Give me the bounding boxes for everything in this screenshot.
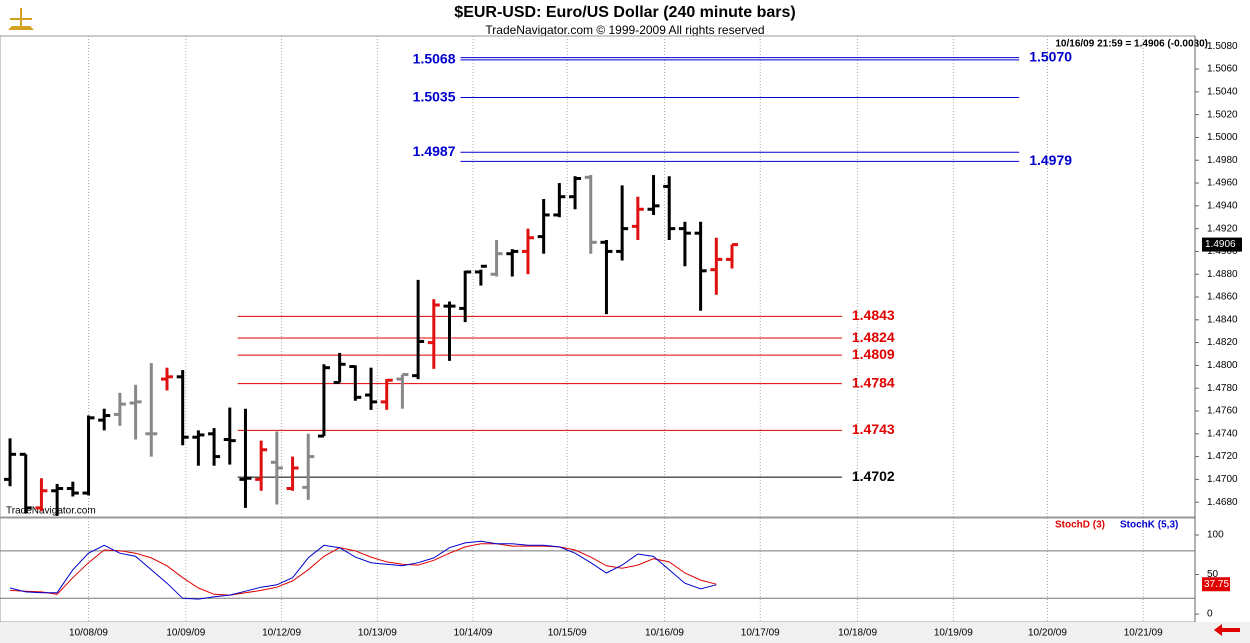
y-tick-label: 100	[1207, 530, 1224, 541]
chart-title: $EUR-USD: Euro/US Dollar (240 minute bar…	[454, 4, 795, 21]
y-tick-label: 1.5000	[1207, 132, 1238, 143]
level-label: 1.5035	[413, 88, 456, 104]
y-tick-label: 1.5080	[1207, 41, 1238, 52]
y-tick-label: 1.4720	[1207, 451, 1238, 462]
legend-entry: StochD (3)	[1055, 520, 1105, 531]
y-tick-label: 1.4980	[1207, 155, 1238, 166]
y-tick-label: 1.4740	[1207, 428, 1238, 439]
y-tick-label: 1.4880	[1207, 269, 1238, 280]
x-tick-label: 10/13/09	[358, 628, 397, 639]
last-price-label: 1.4906	[1205, 239, 1236, 250]
x-tick-label: 10/18/09	[838, 628, 877, 639]
x-tick-label: 10/16/09	[645, 628, 684, 639]
level-label: 1.5070	[1029, 48, 1072, 64]
logo	[8, 8, 34, 30]
scroll-arrow[interactable]	[1214, 624, 1240, 636]
y-tick-label: 1.4920	[1207, 223, 1238, 234]
x-tick-label: 10/08/09	[69, 628, 108, 639]
y-tick-label: 1.4780	[1207, 383, 1238, 394]
x-tick-label: 10/21/09	[1124, 628, 1163, 639]
legend-entry: StochK (5,3)	[1120, 520, 1178, 531]
level-label: 1.4824	[852, 329, 895, 345]
y-tick-label: 1.4800	[1207, 360, 1238, 371]
y-tick-label: 1.4960	[1207, 178, 1238, 189]
y-tick-label: 1.5020	[1207, 109, 1238, 120]
x-tick-label: 10/20/09	[1028, 628, 1067, 639]
last-price-box	[1202, 237, 1242, 252]
y-tick-label: 1.4680	[1207, 497, 1238, 508]
x-tick-label: 10/12/09	[262, 628, 301, 639]
y-tick-label: 1.4940	[1207, 200, 1238, 211]
level-label: 1.4843	[852, 307, 895, 323]
y-tick-label: 1.5060	[1207, 64, 1238, 75]
stoch-line	[9, 540, 717, 600]
y-tick-label: 1.4820	[1207, 337, 1238, 348]
level-label: 1.4987	[413, 143, 456, 159]
price-info: 10/16/09 21:59 = 1.4906 (-0.0030)	[1055, 39, 1208, 50]
level-label: 1.4809	[852, 346, 895, 362]
date-axis	[0, 622, 1250, 643]
y-tick-label: 1.4700	[1207, 474, 1238, 485]
y-tick-label: 1.4860	[1207, 292, 1238, 303]
watermark: TradeNavigator.com	[6, 506, 96, 517]
level-label: 1.4784	[852, 374, 895, 390]
level-label: 1.4743	[852, 421, 895, 437]
x-tick-label: 10/14/09	[454, 628, 493, 639]
level-label: 1.4979	[1029, 152, 1072, 168]
chart-subtitle: TradeNavigator.com © 1999-2009 All right…	[485, 23, 764, 37]
y-tick-label: 1.4760	[1207, 406, 1238, 417]
x-tick-label: 10/17/09	[741, 628, 780, 639]
y-tick-label: 0	[1207, 609, 1213, 620]
stoch-line	[9, 543, 717, 596]
price-bars	[4, 175, 739, 516]
x-tick-label: 10/09/09	[166, 628, 205, 639]
y-tick-label: 1.4840	[1207, 314, 1238, 325]
level-label: 1.4702	[852, 468, 895, 484]
last-value-box	[1202, 577, 1230, 592]
level-label: 1.5068	[413, 51, 456, 67]
y-tick-label: 1.5040	[1207, 86, 1238, 97]
x-tick-label: 10/19/09	[934, 628, 973, 639]
last-value-label: 37.75	[1204, 579, 1229, 590]
x-tick-label: 10/15/09	[548, 628, 587, 639]
y-tick-label: 50	[1207, 569, 1219, 580]
